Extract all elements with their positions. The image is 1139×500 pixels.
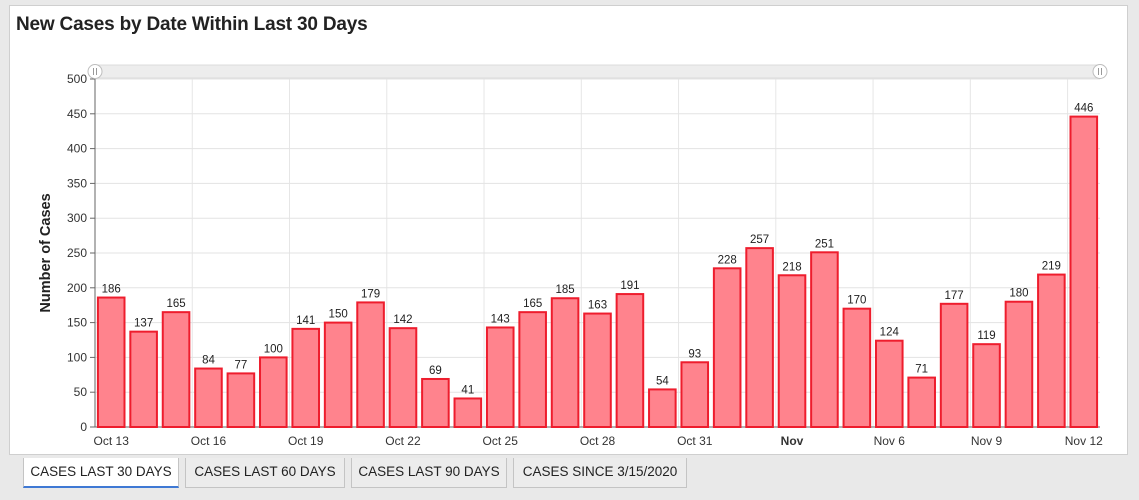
- y-tick-label: 50: [74, 385, 88, 399]
- x-tick-label: Oct 28: [580, 434, 616, 448]
- x-tick-label: Oct 25: [483, 434, 519, 448]
- x-tick-label: Oct 16: [191, 434, 227, 448]
- data-label: 219: [1042, 261, 1061, 273]
- data-label: 119: [977, 330, 995, 342]
- data-label: 185: [555, 284, 574, 296]
- bar-nov-3[interactable]: [777, 274, 807, 428]
- data-label: 165: [523, 298, 542, 310]
- bar-nov-8[interactable]: [939, 302, 969, 429]
- data-label: 141: [296, 315, 315, 327]
- tab-cases-last-60-days[interactable]: CASES LAST 60 DAYS: [185, 458, 345, 488]
- y-tick-label: 200: [67, 281, 87, 295]
- data-label: 71: [915, 364, 928, 376]
- data-label: 93: [688, 348, 701, 360]
- chart-title: New Cases by Date Within Last 30 Days: [16, 14, 368, 35]
- bar-oct-19[interactable]: [291, 327, 321, 429]
- bar-nov-11[interactable]: [1037, 273, 1066, 428]
- data-label: 69: [429, 365, 442, 377]
- bar-nov-12[interactable]: [1069, 115, 1099, 428]
- tab-cases-since-3-15-2020[interactable]: CASES SINCE 3/15/2020: [513, 458, 687, 488]
- data-label: 163: [588, 300, 607, 312]
- y-tick-label: 0: [80, 420, 87, 434]
- bar-oct-30[interactable]: [648, 388, 677, 428]
- data-label: 177: [945, 290, 964, 302]
- bar-nov-7[interactable]: [907, 376, 936, 429]
- bar-oct-14[interactable]: [129, 330, 158, 429]
- bar-oct-24[interactable]: [453, 397, 483, 428]
- bar-nov-9[interactable]: [972, 343, 1001, 428]
- data-label: 228: [718, 254, 737, 266]
- data-label: 251: [815, 238, 834, 250]
- x-tick-label: Nov 12: [1065, 434, 1103, 448]
- data-label: 186: [102, 284, 121, 296]
- bar-oct-17[interactable]: [226, 372, 256, 428]
- y-tick-label: 500: [67, 72, 87, 86]
- bar-nov-6[interactable]: [874, 339, 904, 429]
- y-tick-label: 100: [67, 350, 87, 364]
- bar-oct-31[interactable]: [680, 361, 710, 428]
- range-scrollbar-track[interactable]: [94, 64, 1101, 79]
- data-label: 257: [750, 234, 769, 246]
- bar-oct-20[interactable]: [323, 321, 353, 429]
- y-tick-label: 400: [67, 142, 87, 156]
- bar-nov-2[interactable]: [745, 247, 774, 428]
- x-tick-label: Nov: [781, 434, 804, 448]
- bar-oct-22[interactable]: [388, 327, 418, 428]
- bar-oct-28[interactable]: [583, 312, 612, 428]
- x-tick-label: Oct 19: [288, 434, 324, 448]
- data-label: 218: [782, 261, 801, 273]
- bar-nov-4[interactable]: [810, 251, 839, 428]
- data-label: 142: [393, 314, 412, 326]
- y-tick-label: 150: [67, 316, 87, 330]
- tab-cases-last-90-days[interactable]: CASES LAST 90 DAYS: [351, 458, 507, 488]
- bar-oct-16[interactable]: [194, 367, 223, 429]
- bar-chart: 0 50 100 150 200 250 300 350 400 450 500 Number of …: [38, 64, 1108, 448]
- x-tick-label: Oct 22: [385, 434, 421, 448]
- bar-oct-26[interactable]: [518, 311, 547, 428]
- chart-panel: New Cases by Date Within Last 30 Days 0 5…: [9, 5, 1128, 455]
- x-tick-label: Oct 31: [677, 434, 713, 448]
- data-label: 446: [1074, 103, 1093, 115]
- y-axis-title: Number of Cases: [38, 193, 54, 312]
- bar-oct-27[interactable]: [550, 297, 580, 428]
- bar-oct-13[interactable]: [96, 296, 126, 428]
- bar-oct-18[interactable]: [259, 356, 288, 428]
- data-label: 84: [202, 355, 215, 367]
- data-label: 143: [491, 313, 510, 325]
- x-tick-label: Nov 6: [874, 434, 906, 448]
- data-label: 54: [656, 375, 669, 387]
- bar-oct-23[interactable]: [421, 377, 450, 429]
- bar-nov-10[interactable]: [1004, 300, 1034, 428]
- data-label: 124: [880, 327, 900, 339]
- tab-cases-last-30-days[interactable]: CASES LAST 30 DAYS: [23, 458, 179, 488]
- bar-oct-15[interactable]: [161, 311, 191, 428]
- data-label: 180: [1009, 288, 1028, 300]
- bar-oct-25[interactable]: [485, 326, 515, 428]
- y-tick-label: 350: [67, 176, 87, 190]
- bar-nov-1[interactable]: [712, 267, 742, 429]
- data-label: 165: [166, 298, 185, 310]
- data-label: 137: [134, 318, 153, 330]
- data-label: 179: [361, 288, 380, 300]
- y-tick-label: 450: [67, 107, 87, 121]
- data-label: 41: [461, 384, 474, 396]
- data-label: 150: [329, 309, 348, 321]
- bar-oct-21[interactable]: [356, 301, 385, 428]
- data-label: 100: [264, 343, 283, 355]
- data-label: 170: [847, 295, 866, 307]
- bar-nov-5[interactable]: [842, 307, 872, 428]
- x-tick-label: Nov 9: [971, 434, 1003, 448]
- data-label: 77: [234, 359, 247, 371]
- y-tick-label: 250: [67, 246, 87, 260]
- range-handle-right[interactable]: [1092, 64, 1108, 79]
- x-tick-label: Oct 13: [94, 434, 130, 448]
- data-label: 191: [620, 280, 639, 292]
- bar-oct-29[interactable]: [615, 293, 645, 428]
- y-tick-label: 300: [67, 211, 87, 225]
- range-handle-left[interactable]: [87, 64, 103, 79]
